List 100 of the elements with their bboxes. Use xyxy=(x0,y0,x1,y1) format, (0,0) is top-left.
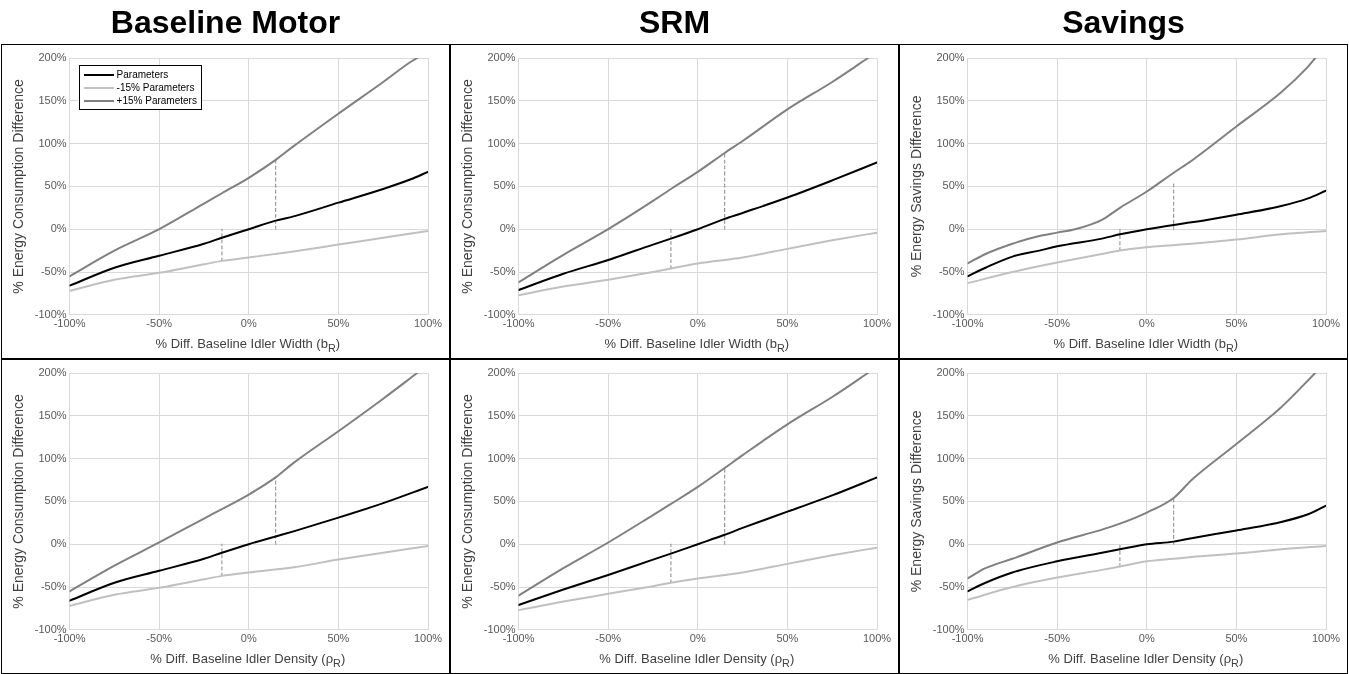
line-series xyxy=(518,373,870,597)
line-series xyxy=(69,170,428,287)
y-tick-label: 0% xyxy=(948,537,965,550)
legend-label: +15% Parameters xyxy=(116,95,197,106)
y-tick-label: -50% xyxy=(40,580,67,593)
y-tick-label: 200% xyxy=(487,51,516,64)
line-series xyxy=(967,229,1326,285)
y-tick-label: 150% xyxy=(487,408,516,421)
y-tick-label: -100% xyxy=(34,622,67,635)
x-tick-label: 100% xyxy=(1311,632,1341,645)
x-tick-label: 100% xyxy=(413,317,443,330)
y-axis-title: % Energy Savings Difference xyxy=(908,410,925,593)
x-tick-label: 50% xyxy=(327,632,350,645)
line-series xyxy=(518,58,870,284)
y-tick-label: -100% xyxy=(483,622,516,635)
line-series xyxy=(518,231,877,297)
x-tick-label: 0% xyxy=(689,317,706,330)
y-axis-title: % Energy Savings Difference xyxy=(908,95,925,278)
line-series xyxy=(967,544,1326,601)
x-tick-label: -50% xyxy=(595,632,622,645)
chart-title: SRM xyxy=(637,3,712,42)
line-series xyxy=(967,189,1326,278)
x-tick-label: 100% xyxy=(1311,317,1341,330)
line-series xyxy=(518,161,877,291)
line-series xyxy=(967,504,1326,593)
x-axis-title: % Diff. Baseline Idler Density (ρ$_{R}$) xyxy=(1047,651,1245,669)
y-axis-title: % Energy Consumption Difference xyxy=(459,393,476,609)
y-tick-label: 50% xyxy=(942,179,965,192)
chart-title: Baseline Motor xyxy=(109,3,342,42)
x-tick-label: -50% xyxy=(146,317,173,330)
line-series xyxy=(967,58,1317,265)
chart-title: Savings xyxy=(1061,3,1186,42)
x-axis-title: % Diff. Baseline Idler Density (ρ$_{R}$) xyxy=(598,651,796,669)
x-tick-label: -50% xyxy=(146,632,173,645)
y-tick-label: -100% xyxy=(932,307,965,320)
y-tick-label: 50% xyxy=(493,179,516,192)
line-series xyxy=(69,229,428,292)
x-tick-label: 0% xyxy=(689,632,706,645)
y-tick-label: 150% xyxy=(936,93,965,106)
y-tick-label: 150% xyxy=(936,408,965,421)
y-tick-label: 100% xyxy=(38,136,67,149)
x-tick-label: 100% xyxy=(862,317,892,330)
y-tick-label: 200% xyxy=(38,51,67,64)
y-tick-label: 150% xyxy=(38,408,67,421)
x-axis-title: % Diff. Baseline Idler Width (b$_{R}$) xyxy=(1052,336,1240,354)
y-tick-label: 100% xyxy=(936,451,965,464)
y-tick-label: 100% xyxy=(38,451,67,464)
x-tick-label: -50% xyxy=(595,317,622,330)
x-tick-label: 0% xyxy=(240,317,257,330)
y-tick-label: 200% xyxy=(487,366,516,379)
line-series xyxy=(69,485,428,602)
y-tick-label: 0% xyxy=(50,537,67,550)
x-tick-label: 50% xyxy=(1225,317,1248,330)
y-tick-label: 0% xyxy=(499,537,516,550)
x-tick-label: 50% xyxy=(776,317,799,330)
y-tick-label: 50% xyxy=(44,179,67,192)
x-axis-title: % Diff. Baseline Idler Width (b$_{R}$) xyxy=(154,336,342,354)
y-tick-label: 50% xyxy=(44,494,67,507)
line-series xyxy=(69,373,419,593)
legend-label: Parameters xyxy=(116,69,169,80)
y-tick-label: -100% xyxy=(34,307,67,320)
y-tick-label: 100% xyxy=(487,136,516,149)
line-series xyxy=(69,544,428,607)
y-tick-label: -100% xyxy=(932,622,965,635)
x-axis-title: % Diff. Baseline Idler Width (b$_{R}$) xyxy=(603,336,791,354)
x-tick-label: -50% xyxy=(1044,632,1071,645)
y-tick-label: 200% xyxy=(936,51,965,64)
y-tick-label: 100% xyxy=(936,136,965,149)
y-tick-label: 0% xyxy=(948,222,965,235)
y-tick-label: 200% xyxy=(38,366,67,379)
x-tick-label: 50% xyxy=(1225,632,1248,645)
y-tick-label: -50% xyxy=(938,580,965,593)
x-tick-label: 0% xyxy=(1138,317,1155,330)
y-tick-label: -50% xyxy=(938,265,965,278)
x-tick-label: 50% xyxy=(776,632,799,645)
line-series xyxy=(518,546,877,612)
x-tick-label: -50% xyxy=(1044,317,1071,330)
x-tick-label: 100% xyxy=(413,632,443,645)
y-tick-label: 100% xyxy=(487,451,516,464)
y-tick-label: -50% xyxy=(489,580,516,593)
x-tick-label: 0% xyxy=(1138,632,1155,645)
y-tick-label: 150% xyxy=(487,93,516,106)
x-tick-label: 50% xyxy=(327,317,350,330)
y-tick-label: 50% xyxy=(942,494,965,507)
y-tick-label: -50% xyxy=(40,265,67,278)
y-axis-title: % Energy Consumption Difference xyxy=(10,78,27,294)
x-axis-title: % Diff. Baseline Idler Density (ρ$_{R}$) xyxy=(149,651,347,669)
y-axis-title: % Energy Consumption Difference xyxy=(459,78,476,294)
y-tick-label: 0% xyxy=(499,222,516,235)
line-series xyxy=(967,373,1317,580)
y-tick-label: 200% xyxy=(936,366,965,379)
y-tick-label: -100% xyxy=(483,307,516,320)
y-tick-label: -50% xyxy=(489,265,516,278)
y-tick-label: 50% xyxy=(493,494,516,507)
legend-label: -15% Parameters xyxy=(116,82,195,93)
y-tick-label: 150% xyxy=(38,93,67,106)
y-tick-label: 0% xyxy=(50,222,67,235)
x-tick-label: 0% xyxy=(240,632,257,645)
line-series xyxy=(518,476,877,606)
line-series xyxy=(69,58,419,278)
